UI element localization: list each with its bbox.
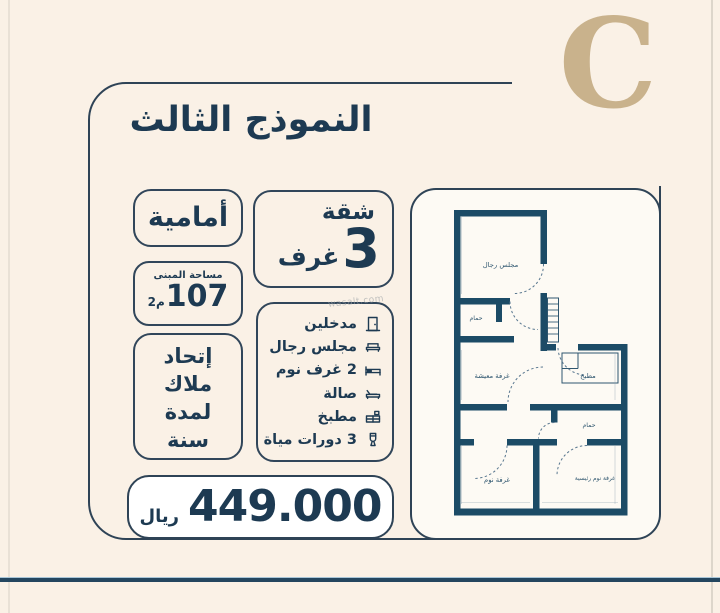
building-area-badge: مساحة المبنى 107 م2 — [133, 261, 243, 326]
kitchen-icon — [364, 408, 382, 426]
price-badge: 449.000 ريال — [127, 475, 394, 539]
features-list: مدخلين مجلس رجال 2 غرف نوم صالة — [256, 302, 394, 462]
feature-label: مجلس رجال — [269, 338, 357, 355]
photo-edge-left — [8, 0, 10, 613]
building-area-value: 107 — [165, 279, 229, 314]
apartment-rooms-badge: شقة 3 غرف — [253, 190, 394, 288]
price-amount: 449.000 — [188, 481, 382, 532]
feature-label: 3 دورات مياة — [263, 432, 357, 449]
orientation-badge: أمامية — [133, 189, 243, 247]
feature-label: مطبخ — [317, 409, 357, 426]
feature-label: صالة — [323, 385, 357, 402]
model-letter: C — [558, 0, 658, 137]
feature-label: 2 غرف نوم — [275, 362, 357, 379]
room-label-bedroom: غرفة نوم — [484, 476, 510, 484]
room-label-living: غرفة معيشة — [474, 372, 509, 380]
union-line: لمدة — [164, 400, 212, 424]
room-label-majlis: مجلس رجال — [483, 261, 519, 269]
feature-item: 3 دورات مياة — [264, 430, 382, 451]
owners-union-badge: إتحاد ملاك لمدة سنة — [133, 333, 243, 460]
union-line: إتحاد — [163, 344, 213, 368]
feature-item: صالة — [268, 383, 382, 404]
room-label-kitchen: مطبخ — [580, 372, 596, 380]
building-area-value-row: 107 م2 — [135, 282, 241, 312]
rooms-count-row: 3 غرف — [255, 221, 392, 277]
bottom-divider-line — [0, 577, 720, 582]
sofa-icon — [364, 338, 382, 356]
couch-icon — [364, 385, 382, 403]
building-area-unit: م2 — [147, 295, 165, 309]
building-area-caption: مساحة المبنى — [153, 270, 223, 281]
room-label-master-bedroom: غرفة نوم رئيسية — [575, 476, 615, 482]
union-line: سنة — [167, 428, 209, 452]
feature-item: مطبخ — [268, 407, 382, 428]
toilet-icon — [364, 431, 382, 449]
rooms-count: 3 — [342, 217, 380, 280]
frame-top-right-gap — [512, 70, 684, 186]
union-line: ملاك — [163, 372, 213, 396]
rooms-word: غرف — [277, 242, 340, 271]
price-currency: ريال — [139, 505, 180, 527]
photo-edge-right — [711, 0, 713, 613]
feature-item: 2 غرف نوم — [268, 360, 382, 381]
room-label-bath2: حمام — [582, 422, 595, 429]
feature-item: مجلس رجال — [268, 336, 382, 357]
floor-plan-drawing: مجلس رجال حمام غرفة معيشة مطبخ حمام غرفة… — [454, 210, 628, 516]
page-title: النموذج الثالث — [129, 100, 373, 140]
bed-icon — [364, 361, 382, 379]
door-icon — [364, 315, 382, 333]
apartment-word: شقة — [321, 199, 375, 225]
feature-item: مدخلين — [268, 313, 382, 334]
feature-label: مدخلين — [304, 315, 357, 332]
floor-plan: مجلس رجال حمام غرفة معيشة مطبخ حمام غرفة… — [410, 188, 661, 540]
room-label-bath1: حمام — [469, 315, 482, 322]
